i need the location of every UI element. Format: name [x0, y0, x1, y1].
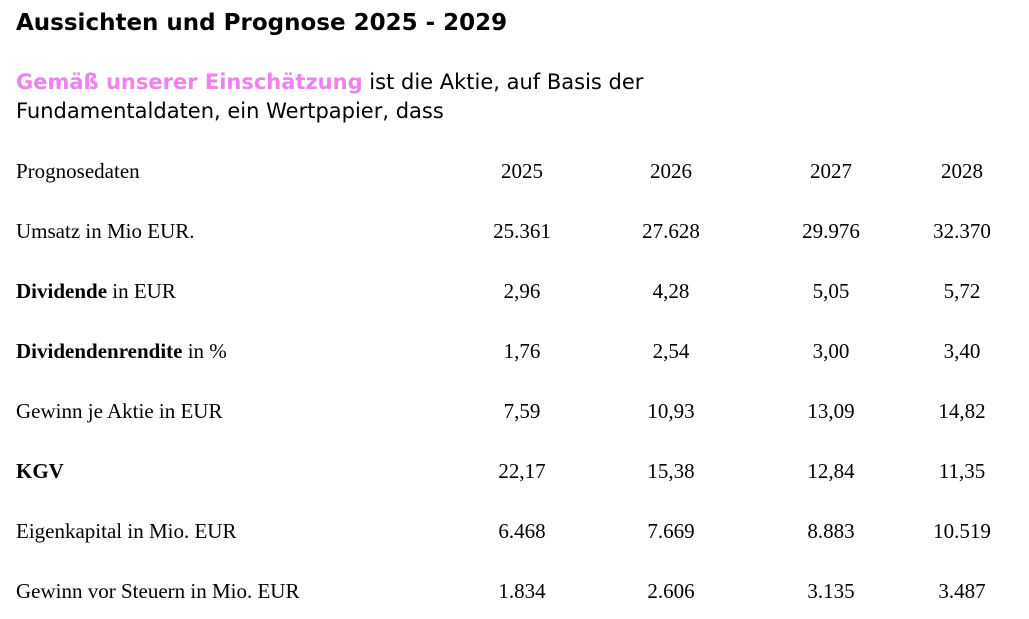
table-cell: 22,17 — [498, 459, 546, 483]
table-cell: 5,05 — [812, 279, 850, 303]
table-row: Gewinn vor Steuern in Mio. EUR 1.834 2.6… — [0, 579, 1029, 609]
table-header-row: Prognosedaten 2025 2026 2027 2028 — [0, 159, 1029, 189]
table-cell: 7,59 — [503, 399, 541, 423]
table-cell: 11,35 — [938, 459, 986, 483]
table-cell: 14,82 — [938, 399, 986, 423]
row-label: Dividendenrendite in % — [16, 339, 227, 363]
table-row: Dividende in EUR 2,96 4,28 5,05 5,72 — [0, 279, 1029, 309]
table-cell: 2,54 — [652, 339, 690, 363]
table-cell: 1.834 — [498, 579, 546, 603]
table-row: KGV 22,17 15,38 12,84 11,35 — [0, 459, 1029, 489]
row-label: Dividende in EUR — [16, 279, 176, 303]
table-cell: 1,76 — [503, 339, 541, 363]
row-label: KGV — [16, 459, 64, 483]
table-cell: 4,28 — [652, 279, 690, 303]
table-cell: 8.883 — [807, 519, 855, 543]
header-year: 2028 — [941, 159, 983, 183]
table-cell: 15,38 — [647, 459, 695, 483]
row-label: Gewinn je Aktie in EUR — [16, 399, 223, 423]
header-year: 2027 — [810, 159, 852, 183]
table-row: Eigenkapital in Mio. EUR 6.468 7.669 8.8… — [0, 519, 1029, 549]
table-cell: 2.606 — [647, 579, 695, 603]
table-row: Umsatz in Mio EUR. 25.361 27.628 29.976 … — [0, 219, 1029, 249]
table-cell: 25.361 — [493, 219, 551, 243]
row-label: Gewinn vor Steuern in Mio. EUR — [16, 579, 300, 603]
intro-paragraph: Gemäß unserer Einschätzung ist die Aktie… — [16, 68, 816, 126]
table-cell: 10.519 — [933, 519, 991, 543]
table-cell: 7.669 — [647, 519, 695, 543]
header-year: 2026 — [650, 159, 692, 183]
row-label: Eigenkapital in Mio. EUR — [16, 519, 237, 543]
page-title: Aussichten und Prognose 2025 - 2029 — [16, 10, 508, 36]
table-cell: 3,00 — [812, 339, 850, 363]
header-label: Prognosedaten — [16, 159, 140, 183]
table-row: Gewinn je Aktie in EUR 7,59 10,93 13,09 … — [0, 399, 1029, 429]
table-cell: 3,40 — [943, 339, 981, 363]
table-cell: 5,72 — [943, 279, 981, 303]
table-cell: 12,84 — [807, 459, 855, 483]
table-cell: 10,93 — [647, 399, 695, 423]
intro-highlight: Gemäß unserer Einschätzung — [16, 70, 363, 94]
table-cell: 27.628 — [642, 219, 700, 243]
table-cell: 6.468 — [498, 519, 546, 543]
table-cell: 32.370 — [933, 219, 991, 243]
intro-text: ist die Aktie, auf Basis der Fundamental… — [16, 70, 644, 123]
header-year: 2025 — [501, 159, 543, 183]
table-row: Dividendenrendite in % 1,76 2,54 3,00 3,… — [0, 339, 1029, 369]
row-label: Umsatz in Mio EUR. — [16, 219, 195, 243]
table-cell: 29.976 — [802, 219, 860, 243]
table-cell: 3.135 — [807, 579, 855, 603]
table-cell: 13,09 — [807, 399, 855, 423]
table-cell: 3.487 — [938, 579, 986, 603]
table-cell: 2,96 — [503, 279, 541, 303]
